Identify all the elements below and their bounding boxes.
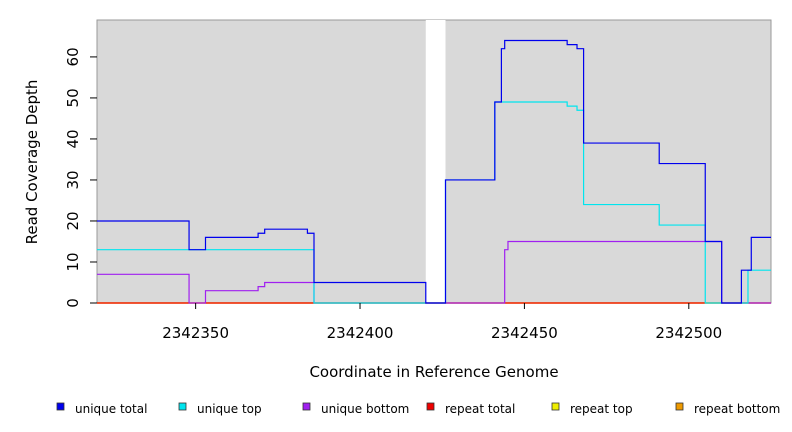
legend-swatch	[56, 402, 65, 411]
legend-swatch	[426, 402, 435, 411]
x-tick-label: 2342500	[655, 324, 722, 342]
legend-label: unique total	[75, 402, 147, 416]
x-tick-label: 2342350	[162, 324, 229, 342]
legend: unique total unique top unique bottom repea…	[56, 402, 780, 416]
y-tick-label: 10	[64, 252, 82, 271]
x-axis-title: Coordinate in Reference Genome	[309, 363, 558, 381]
legend-swatch	[675, 402, 684, 411]
y-tick-label: 40	[64, 129, 82, 148]
y-axis-title: Read Coverage Depth	[23, 80, 41, 245]
y-tick-label: 50	[64, 88, 82, 107]
x-tick-label: 2342450	[491, 324, 558, 342]
legend-label: repeat total	[445, 402, 515, 416]
x-tick-label: 2342400	[327, 324, 394, 342]
y-tick-label: 0	[64, 298, 82, 308]
legend-swatch	[178, 402, 187, 411]
legend-label: repeat bottom	[694, 402, 780, 416]
y-tick-label: 30	[64, 170, 82, 189]
legend-swatch	[551, 402, 560, 411]
series-line-unique-total	[97, 39, 771, 304]
y-tick-label: 60	[64, 47, 82, 66]
legend-swatch	[302, 402, 311, 411]
legend-label: repeat top	[570, 402, 633, 416]
gap-region	[425, 20, 446, 303]
legend-label: unique bottom	[321, 402, 409, 416]
y-tick-label: 20	[64, 211, 82, 230]
legend-label: unique top	[197, 402, 262, 416]
